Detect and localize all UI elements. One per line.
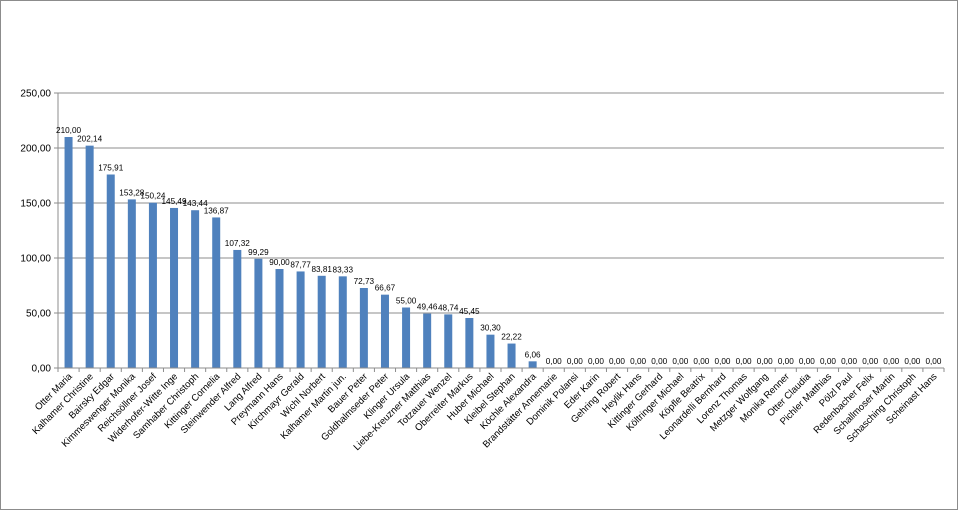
data-label: 72,73 <box>354 277 375 286</box>
y-tick-label: 250,00 <box>20 89 51 100</box>
data-label: 0,00 <box>778 357 794 366</box>
data-label: 210,00 <box>56 126 81 135</box>
bar <box>296 271 305 368</box>
data-label: 202,14 <box>77 135 102 144</box>
y-tick-label: 150,00 <box>20 199 51 210</box>
y-tick-label: 100,00 <box>20 254 51 265</box>
data-label: 0,00 <box>693 357 709 366</box>
data-label: 0,00 <box>862 357 878 366</box>
bar <box>212 217 221 368</box>
bar <box>85 145 94 368</box>
data-label: 0,00 <box>820 357 836 366</box>
data-label: 0,00 <box>736 357 752 366</box>
data-label: 0,00 <box>925 357 941 366</box>
bar <box>254 258 263 368</box>
data-label: 30,30 <box>480 324 501 333</box>
bars <box>64 137 537 368</box>
data-label: 0,00 <box>630 357 646 366</box>
data-label: 0,00 <box>757 357 773 366</box>
data-label: 136,87 <box>204 206 229 215</box>
bar <box>64 137 73 368</box>
data-label: 0,00 <box>841 357 857 366</box>
y-tick-label: 50,00 <box>26 309 51 320</box>
data-label: 90,00 <box>269 258 290 267</box>
bar <box>317 275 326 368</box>
data-label: 0,00 <box>672 357 688 366</box>
data-label: 49,46 <box>417 303 438 312</box>
bar <box>359 287 368 368</box>
bar <box>528 361 537 368</box>
bar <box>444 314 453 368</box>
data-label: 83,33 <box>333 265 354 274</box>
bar <box>191 210 200 368</box>
data-label: 0,00 <box>651 357 667 366</box>
bar <box>170 207 179 368</box>
data-label: 83,81 <box>311 265 332 274</box>
data-label: 0,00 <box>904 357 920 366</box>
bar <box>275 269 284 368</box>
data-label: 48,74 <box>438 303 459 312</box>
bar <box>148 202 157 368</box>
data-label: 0,00 <box>715 357 731 366</box>
data-label: 0,00 <box>799 357 815 366</box>
bar <box>233 249 242 368</box>
data-label: 0,00 <box>567 357 583 366</box>
data-label: 45,45 <box>459 307 480 316</box>
bar <box>423 313 432 368</box>
data-label: 55,00 <box>396 297 417 306</box>
data-label: 107,32 <box>225 239 250 248</box>
data-label: 22,22 <box>501 333 522 342</box>
bar <box>402 307 411 368</box>
data-label: 0,00 <box>883 357 899 366</box>
data-label: 66,67 <box>375 284 396 293</box>
bar <box>486 334 495 368</box>
bar <box>338 276 347 368</box>
data-label: 87,77 <box>290 260 311 269</box>
data-label: 153,28 <box>119 188 144 197</box>
bar <box>380 294 389 368</box>
data-label: 150,24 <box>140 192 165 201</box>
y-tick-labels: 0,00 50,00 100,00 150,00 200,00 250,00 <box>20 89 51 375</box>
axes <box>54 92 945 372</box>
bar <box>507 343 516 368</box>
y-tick-label: 0,00 <box>32 364 52 375</box>
bar <box>106 174 115 368</box>
data-label: 6,06 <box>525 350 541 359</box>
gridlines <box>58 92 944 314</box>
data-label: 0,00 <box>588 357 604 366</box>
bar <box>127 199 136 368</box>
data-label: 143,44 <box>183 199 208 208</box>
data-label: 0,00 <box>609 357 625 366</box>
data-label: 145,49 <box>162 197 187 206</box>
data-label: 175,91 <box>98 163 123 172</box>
y-tick-label: 200,00 <box>20 144 51 155</box>
data-label: 99,29 <box>248 248 269 257</box>
bar <box>465 318 474 368</box>
data-label: 0,00 <box>546 357 562 366</box>
